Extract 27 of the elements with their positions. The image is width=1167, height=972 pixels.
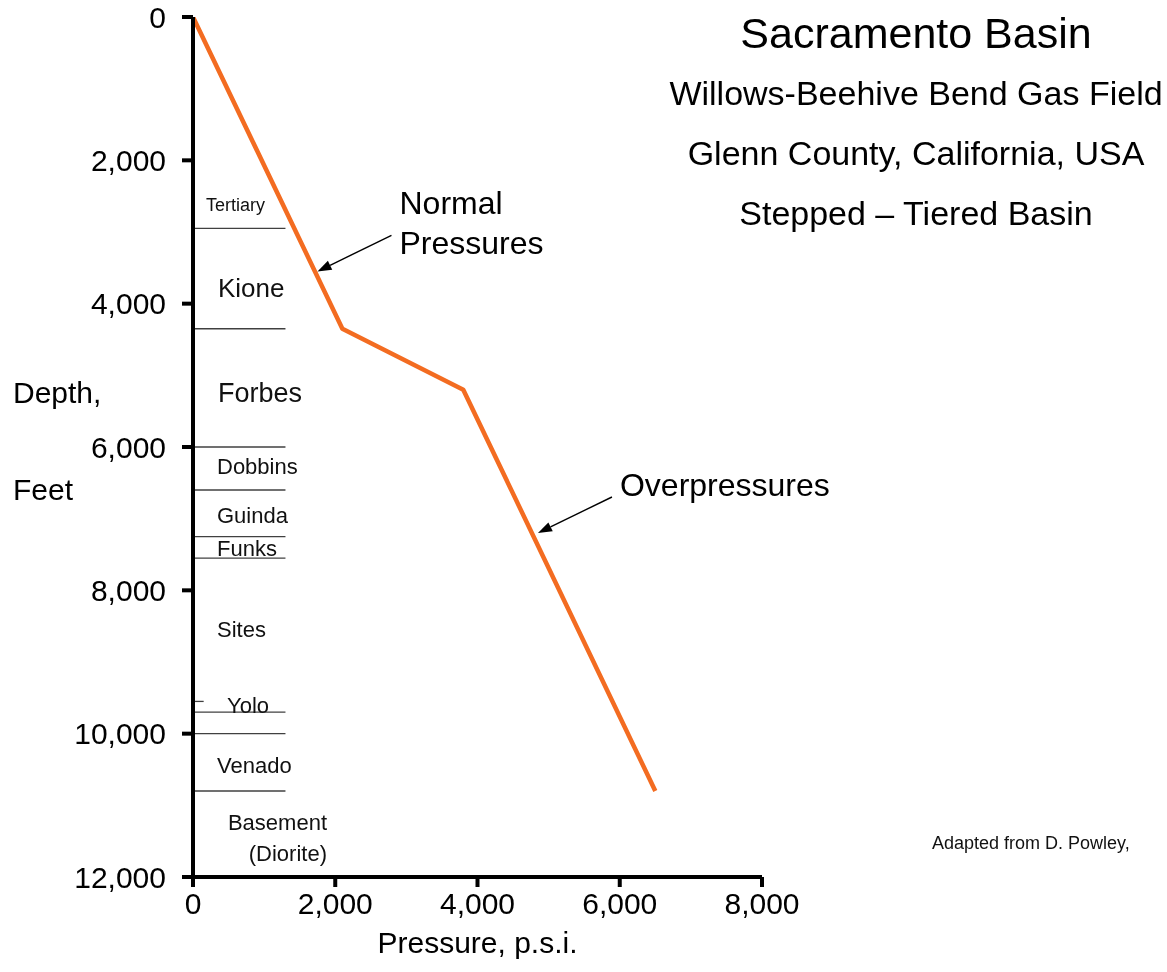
annotation: Basement (Diorite)	[226, 809, 327, 868]
annotation: Overpressures	[619, 467, 830, 503]
annotation: Guinda	[217, 503, 288, 528]
x-tick-label: 8,000	[724, 887, 800, 921]
text: Sacramento Basin	[740, 8, 1092, 57]
annotation: Tertiary	[206, 195, 266, 215]
y-tick-label: 8,000	[90, 573, 166, 607]
annotation: Sites	[217, 616, 266, 642]
annotation: Normal Pressures	[399, 185, 544, 262]
y-tick-label: 6,000	[90, 430, 166, 464]
annotation: Dobbins	[217, 454, 298, 479]
text: Adapted from D. Powley,	[932, 833, 1130, 853]
x-tick-label: 4,000	[439, 887, 516, 921]
x-tick-label: 0	[184, 887, 202, 921]
annotation: Yolo	[227, 693, 270, 718]
annotation: Kione	[218, 273, 285, 303]
y-tick-label: 12,000	[74, 860, 166, 894]
x-axis-title: Pressure, p.s.i.	[377, 926, 578, 959]
annotation: Funks	[217, 536, 277, 561]
annotation: Forbes	[218, 377, 303, 408]
y-tick-label: 4,000	[90, 287, 166, 321]
y-tick-label: 2,000	[90, 143, 166, 177]
x-tick-label: 6,000	[582, 887, 658, 921]
y-tick-label: 10,000	[74, 717, 166, 751]
annotation: Venado	[217, 753, 292, 778]
text: Willows-Beehive Bend Gas Field Glenn County, California, USA Stepped – Tiered Basin	[669, 73, 1163, 234]
x-tick-label: 2,000	[297, 887, 373, 921]
